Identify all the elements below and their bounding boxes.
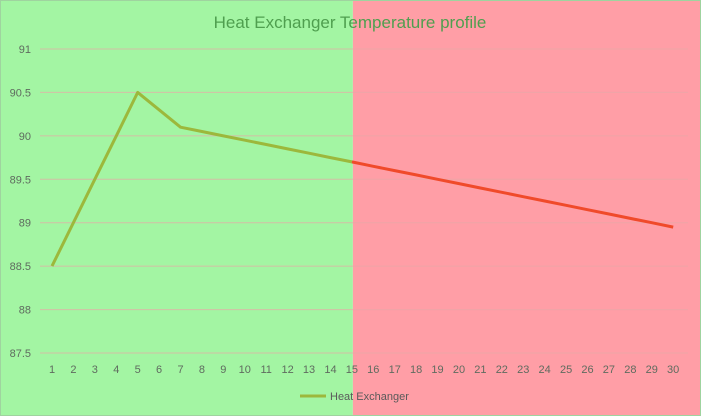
- series-line: [50, 90, 674, 267]
- x-tick-label: 13: [303, 364, 315, 376]
- x-tick-label: 10: [239, 364, 251, 376]
- legend: Heat Exchanger: [300, 391, 409, 403]
- x-tick-label: 20: [453, 364, 465, 376]
- x-tick-label: 4: [113, 364, 119, 376]
- x-tick-label: 22: [496, 364, 508, 376]
- x-tick-label: 25: [560, 364, 572, 376]
- gridlines: [40, 48, 688, 354]
- region-red: [352, 1, 700, 415]
- y-tick-label: 89.5: [10, 174, 31, 186]
- legend-label: Heat Exchanger: [330, 391, 409, 403]
- y-tick-label: 90.5: [10, 87, 31, 99]
- x-tick-label: 16: [367, 364, 379, 376]
- x-tick-label: 28: [624, 364, 636, 376]
- x-tick-label: 26: [581, 364, 593, 376]
- x-tick-label: 9: [220, 364, 226, 376]
- series-line-segment-1: [50, 90, 353, 267]
- x-tick-label: 18: [410, 364, 422, 376]
- region-green: [1, 1, 353, 415]
- x-tick-label: 30: [667, 364, 679, 376]
- y-tick-label: 90: [19, 131, 31, 143]
- x-tick-label: 19: [431, 364, 443, 376]
- x-tick-label: 5: [135, 364, 141, 376]
- x-tick-label: 14: [324, 364, 336, 376]
- x-tick-label: 29: [646, 364, 658, 376]
- x-tick-label: 11: [260, 364, 271, 376]
- y-tick-label: 91: [19, 44, 31, 56]
- x-tick-label: 17: [389, 364, 401, 376]
- series-line-segment-2: [351, 160, 674, 229]
- y-tick-label: 88.5: [10, 261, 31, 273]
- y-tick-label: 89: [19, 218, 31, 230]
- x-tick-label: 6: [156, 364, 162, 376]
- y-axis-ticks: 87.5 88 88.5 89 89.5 90 90.5 91: [10, 44, 31, 360]
- x-axis-ticks: 1 2 3 4 5 6 7 8 9 10 11 12 13 14 15 16 17 18 19 20 21 22 23 24 2…: [49, 364, 679, 376]
- x-tick-label: 2: [70, 364, 76, 376]
- x-tick-label: 15: [346, 364, 358, 376]
- x-tick-label: 1: [49, 364, 55, 376]
- x-tick-label: 7: [177, 364, 183, 376]
- x-tick-label: 12: [281, 364, 293, 376]
- x-tick-label: 3: [92, 364, 98, 376]
- x-tick-label: 27: [603, 364, 615, 376]
- chart-title: Heat Exchanger Temperature profile: [214, 13, 487, 32]
- y-tick-label: 88: [19, 305, 31, 317]
- x-tick-label: 8: [199, 364, 205, 376]
- x-tick-label: 23: [517, 364, 529, 376]
- x-tick-label: 24: [539, 364, 551, 376]
- x-tick-label: 21: [474, 364, 486, 376]
- y-tick-label: 87.5: [10, 348, 31, 360]
